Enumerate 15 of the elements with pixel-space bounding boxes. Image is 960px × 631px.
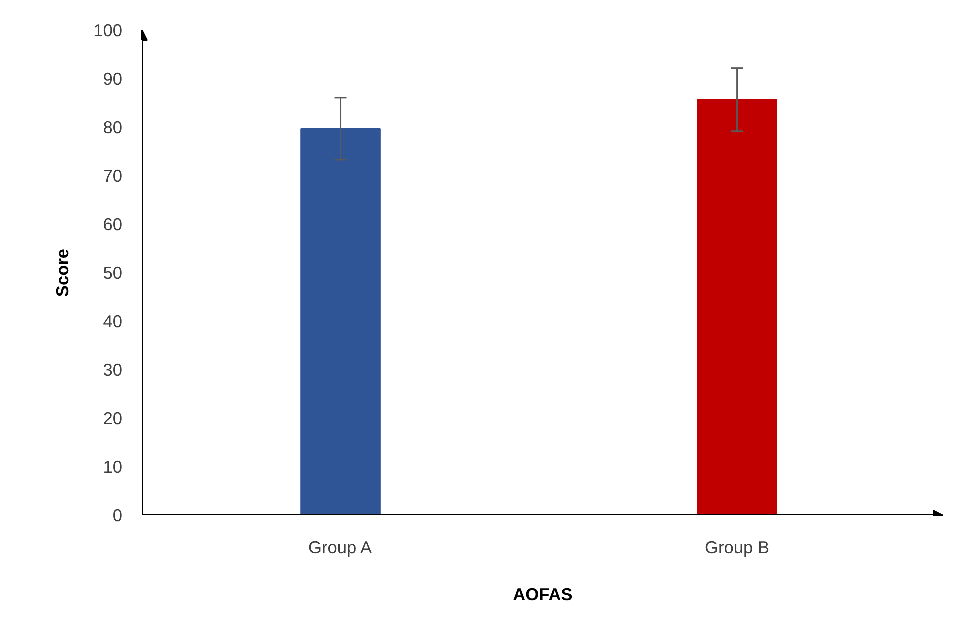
x-axis-title: AOFAS [513,584,573,604]
y-tick-label: 90 [103,69,123,89]
y-tick-label: 10 [103,457,123,477]
y-tick-label: 0 [112,506,123,526]
y-tick-label: 50 [103,263,123,283]
y-tick-label: 70 [103,166,123,186]
x-tick-label: Group A [308,538,373,558]
y-tick-label: 100 [94,20,123,40]
y-axis-title: Score [52,248,73,298]
y-tick-label: 60 [103,214,123,234]
x-tick-label: Group B [705,538,770,558]
y-tick-label: 40 [103,312,123,332]
y-tick-label: 30 [103,360,123,380]
y-tick-label: 80 [103,118,123,138]
y-tick-label: 20 [103,408,123,428]
